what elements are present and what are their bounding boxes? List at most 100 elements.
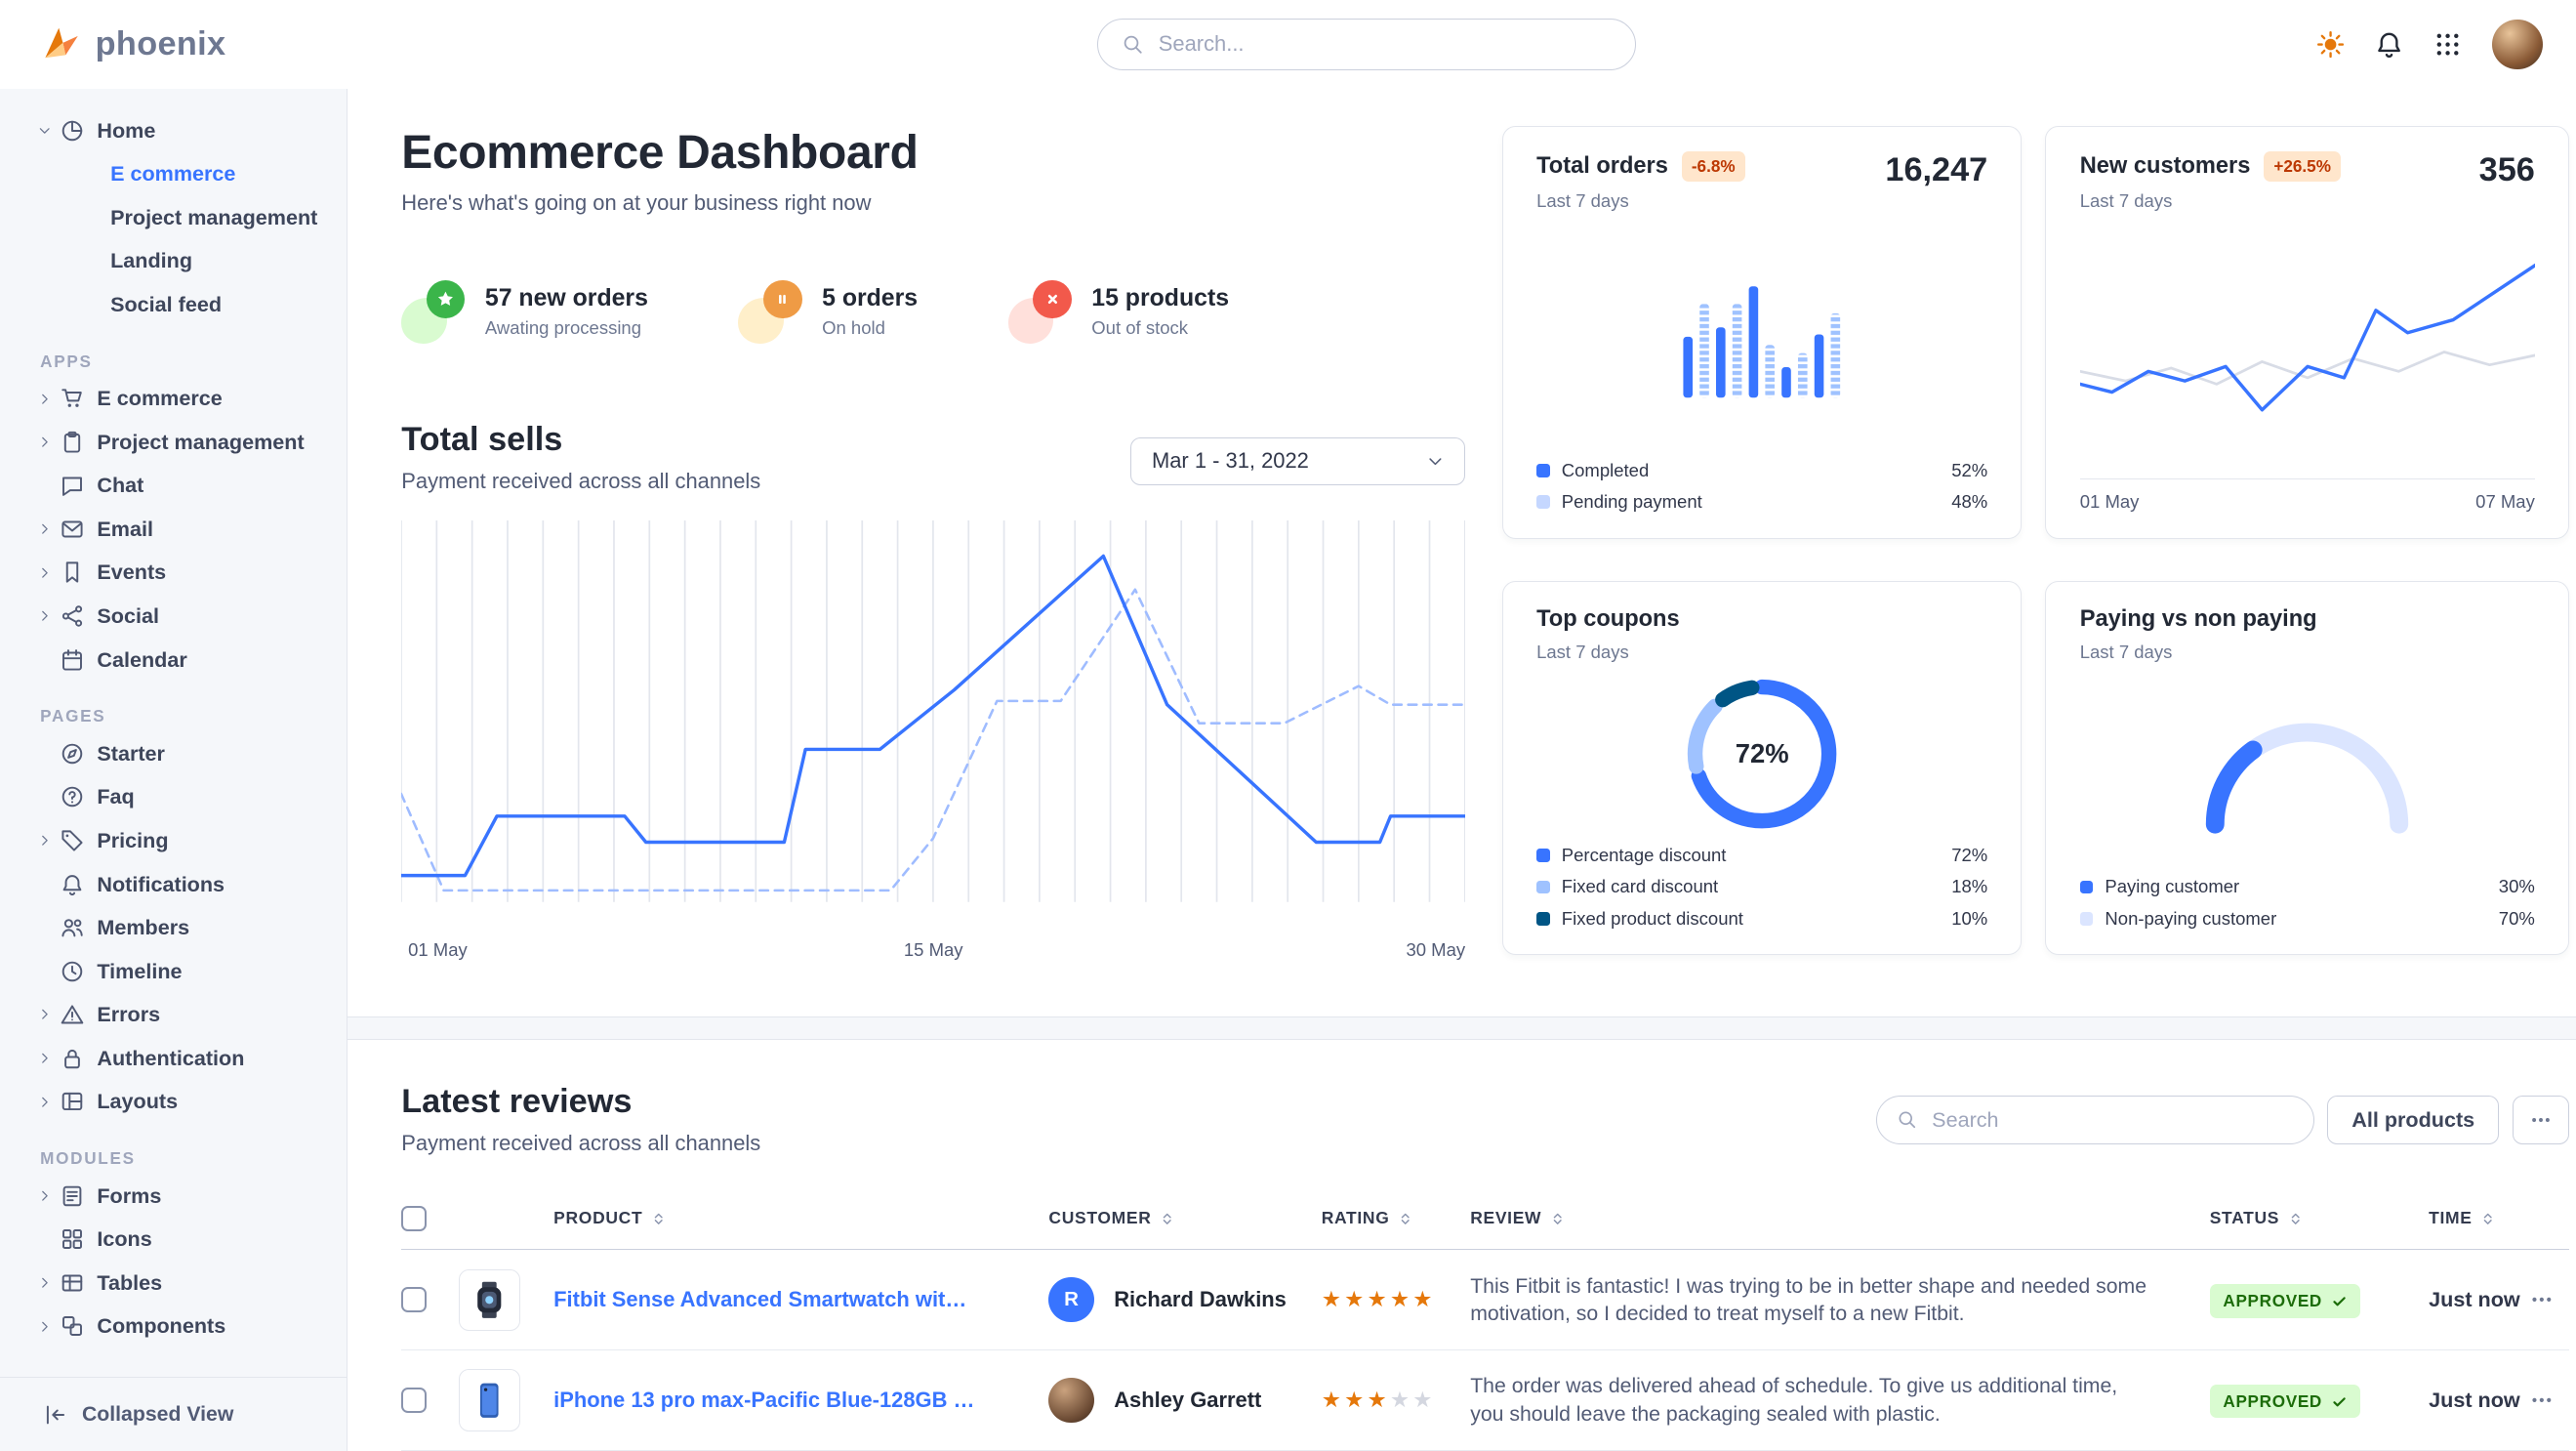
apps-grid-button[interactable] — [2433, 30, 2462, 59]
sidebar-item-events[interactable]: Events — [0, 551, 347, 595]
page-subtitle: Here's what's going on at your business … — [401, 190, 872, 216]
star-icon: ★ — [1321, 1388, 1341, 1413]
sidebar-item-label: Errors — [97, 1002, 161, 1027]
row-checkbox[interactable] — [401, 1388, 427, 1413]
row-checkbox[interactable] — [401, 1287, 427, 1313]
sidebar-item-tables[interactable]: Tables — [0, 1261, 347, 1305]
sidebar-item-label: Tables — [97, 1269, 163, 1295]
sidebar-item-notifications[interactable]: Notifications — [0, 862, 347, 906]
select-all-checkbox[interactable] — [401, 1206, 427, 1231]
total-orders-legend: Completed 52% Pending payment 48% — [1536, 460, 1987, 513]
clipboard-icon — [63, 431, 80, 453]
sidebar-item-e-commerce[interactable]: E commerce — [0, 377, 347, 421]
product-link[interactable]: Fitbit Sense Advanced Smartwatch with To… — [553, 1287, 975, 1312]
sidebar-item-icons[interactable]: Icons — [0, 1218, 347, 1262]
theme-toggle-button[interactable] — [2316, 30, 2345, 59]
column-header-status[interactable]: STATUS — [2210, 1208, 2429, 1228]
caretDown-icon — [39, 128, 50, 134]
sidebar-item-email[interactable]: Email — [0, 508, 347, 552]
all-products-button[interactable]: All products — [2327, 1095, 2500, 1144]
compass-icon — [61, 743, 82, 765]
bell-icon — [2378, 32, 2401, 58]
card-period: Last 7 days — [2079, 641, 2173, 662]
sidebar-item-label: Starter — [97, 740, 165, 766]
stat-caption: Out of stock — [1091, 316, 1189, 338]
stat-icon — [401, 279, 466, 344]
sort-icon — [654, 1213, 663, 1224]
section-divider — [348, 1016, 2576, 1040]
paying-legend: Paying customer 30% Non-paying customer … — [2079, 876, 2535, 929]
row-actions-button[interactable] — [2529, 1388, 2569, 1413]
users-icon — [61, 919, 83, 937]
sidebar-item-label: Events — [97, 560, 167, 585]
sidebar-item-chat[interactable]: Chat — [0, 464, 347, 508]
top-coupons-card: Top coupons Last 7 days 72% Percentage d… — [1501, 580, 2023, 956]
search-icon — [1899, 1111, 1916, 1129]
chat-icon — [61, 477, 82, 497]
sidebar-item-calendar[interactable]: Calendar — [0, 638, 347, 682]
star-icon: ★ — [1389, 1287, 1410, 1312]
sidebar-item-social[interactable]: Social — [0, 595, 347, 639]
stat-value: 5 orders — [822, 284, 919, 311]
sidebar-item-e-commerce[interactable]: E commerce — [110, 161, 236, 187]
caretRight-icon — [41, 523, 48, 534]
pie-icon — [61, 120, 82, 141]
brand-name: phoenix — [95, 24, 226, 62]
product-thumbnail[interactable] — [458, 1369, 520, 1431]
sidebar-item-errors[interactable]: Errors — [0, 993, 347, 1037]
date-range-select[interactable]: Mar 1 - 31, 2022 — [1130, 436, 1466, 486]
column-header-customer[interactable]: CUSTOMER — [1048, 1208, 1321, 1228]
brand[interactable]: phoenix — [37, 22, 226, 66]
sidebar-item-components[interactable]: Components — [0, 1305, 347, 1348]
reviews-search[interactable] — [1875, 1095, 2314, 1144]
stat-value: 15 products — [1091, 284, 1230, 311]
sidebar-item-faq[interactable]: Faq — [0, 775, 347, 819]
sidebar-item-social-feed[interactable]: Social feed — [110, 291, 223, 316]
total-orders-card: Total orders -6.8% Last 7 days 16,247 Co… — [1501, 125, 2023, 539]
total-sells-axis-labels: 01 May 15 May 30 May — [401, 939, 1465, 966]
global-search-input[interactable] — [1158, 31, 1612, 58]
calendar-icon — [61, 648, 82, 671]
reviews-search-input[interactable] — [1932, 1106, 2294, 1133]
reviews-more-button[interactable] — [2512, 1095, 2570, 1144]
sidebar-item-layouts[interactable]: Layouts — [0, 1080, 347, 1124]
notifications-button[interactable] — [2375, 30, 2403, 59]
sidebar-item-project-management[interactable]: Project management — [110, 204, 318, 229]
sidebar-item-members[interactable]: Members — [0, 906, 347, 950]
product-thumbnail[interactable] — [458, 1268, 520, 1331]
caretDown-icon — [1429, 458, 1442, 466]
topbar: phoenix — [0, 0, 2576, 89]
product-link[interactable]: iPhone 13 pro max-Pacific Blue-128GB sto… — [553, 1388, 975, 1413]
collapsed-view-button[interactable]: Collapsed View — [0, 1377, 348, 1450]
sidebar-item-forms[interactable]: Forms — [0, 1174, 347, 1218]
sidebar-item-home[interactable]: Home — [0, 108, 347, 152]
legend-item-completed: Completed 52% — [1536, 460, 1987, 481]
column-header-review[interactable]: REVIEW — [1470, 1208, 2209, 1228]
sidebar-item-authentication[interactable]: Authentication — [0, 1036, 347, 1080]
sidebar-item-label: Components — [97, 1313, 226, 1339]
row-actions-button[interactable] — [2529, 1287, 2569, 1312]
legend-item-fixed-product-discount: Fixed product discount 10% — [1536, 908, 1987, 930]
customer-avatar — [1048, 1377, 1094, 1424]
caretRight-icon — [41, 394, 48, 404]
customer-name: Ashley Garrett — [1114, 1388, 1262, 1413]
global-search[interactable] — [1097, 18, 1636, 70]
sidebar-item-landing[interactable]: Landing — [110, 248, 192, 273]
user-avatar[interactable] — [2492, 19, 2543, 70]
caretRight-icon — [41, 436, 48, 447]
star-icon: ★ — [1412, 1388, 1433, 1413]
sidebar-item-pricing[interactable]: Pricing — [0, 819, 347, 863]
sidebar-item-project-management[interactable]: Project management — [0, 421, 347, 465]
card-period: Last 7 days — [1536, 190, 1629, 212]
review-time: Just now — [2429, 1287, 2520, 1312]
column-header-product[interactable]: PRODUCT — [459, 1208, 1049, 1228]
card-title: Paying vs non paying — [2079, 606, 2317, 633]
sidebar-item-timeline[interactable]: Timeline — [0, 949, 347, 993]
column-header-time[interactable]: TIME — [2429, 1208, 2529, 1228]
trend-badge: -6.8% — [1681, 151, 1745, 183]
column-header-rating[interactable]: RATING — [1322, 1208, 1471, 1228]
sidebar-item-starter[interactable]: Starter — [0, 732, 347, 776]
customer-name: Richard Dawkins — [1114, 1287, 1287, 1312]
reviews-controls: All products — [1875, 1095, 2570, 1144]
